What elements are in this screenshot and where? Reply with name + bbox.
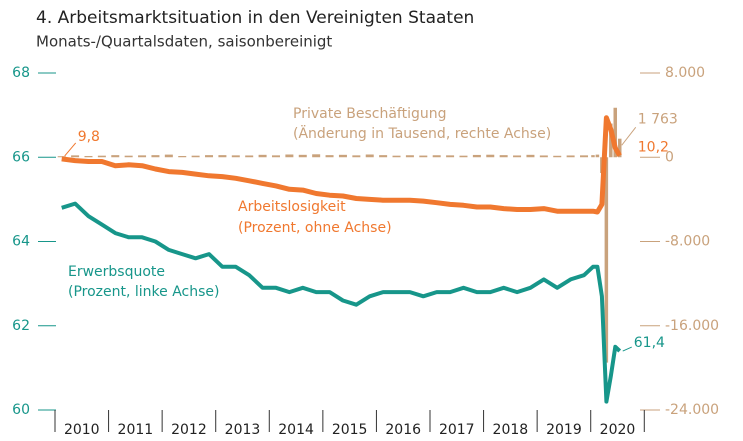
- leader: [621, 126, 637, 146]
- y2-tick-label: -8.000: [665, 234, 710, 250]
- leader: [622, 346, 632, 352]
- line: [61, 115, 622, 215]
- bar: [218, 155, 227, 158]
- bar: [97, 155, 106, 158]
- bar: [526, 154, 535, 158]
- x-tick-label: 2011: [118, 422, 154, 438]
- series-label: Erwerbsquote: [68, 264, 165, 280]
- bar: [338, 154, 347, 158]
- bar: [111, 155, 120, 158]
- bar: [151, 155, 160, 158]
- bar: [298, 154, 307, 158]
- bar: [595, 154, 600, 158]
- bar: [138, 155, 147, 158]
- bar: [191, 155, 200, 158]
- bar: [446, 155, 455, 158]
- x-tick-label: 2014: [278, 422, 314, 438]
- x-tick-label: 2013: [225, 422, 261, 438]
- bar: [352, 155, 361, 158]
- bar: [539, 155, 548, 158]
- data-label: 1 763: [638, 111, 678, 127]
- bar: [405, 155, 414, 158]
- bar: [580, 155, 589, 158]
- bar: [499, 155, 508, 158]
- bar: [164, 154, 173, 158]
- x-tick-label: 2016: [385, 422, 421, 438]
- bar: [365, 154, 374, 158]
- x-tick-label: 2017: [439, 422, 475, 438]
- bar: [379, 155, 388, 158]
- series-label: Arbeitslosigkeit: [238, 199, 346, 215]
- bar: [618, 138, 622, 158]
- series-note: (Änderung in Tausend, rechte Achse): [293, 124, 551, 142]
- series-note: (Prozent, ohne Achse): [238, 220, 392, 236]
- y2-tick-label: -16.000: [665, 318, 719, 334]
- x-tick-label: 2018: [493, 422, 529, 438]
- bar: [178, 155, 187, 158]
- chart-subtitle: Monats-/Quartalsdaten, saisonbereinigt: [36, 33, 332, 51]
- x-tick-label: 2010: [64, 422, 100, 438]
- bar: [271, 155, 280, 158]
- y-tick-label: 66: [12, 149, 30, 165]
- line: [61, 201, 622, 404]
- bar: [566, 155, 575, 158]
- leader: [64, 142, 77, 157]
- bar: [231, 155, 240, 158]
- y-tick-label: 60: [12, 402, 30, 418]
- bar: [486, 154, 495, 158]
- bar: [124, 155, 133, 158]
- bar: [325, 155, 334, 158]
- series-label: Private Beschäftigung: [293, 106, 447, 122]
- data-label: 9,8: [78, 129, 100, 145]
- bar: [591, 155, 595, 158]
- y2-tick-label: 8.000: [665, 65, 705, 81]
- bar: [245, 155, 254, 158]
- x-tick-label: 2019: [546, 422, 582, 438]
- y2-tick-label: -24.000: [665, 402, 719, 418]
- bar: [392, 155, 401, 158]
- x-tick-label: 2020: [600, 422, 636, 438]
- bar: [472, 154, 481, 158]
- bar: [613, 107, 617, 158]
- bar: [57, 156, 66, 158]
- bar: [205, 155, 214, 158]
- y-tick-label: 64: [12, 234, 30, 250]
- bar: [312, 154, 321, 158]
- x-tick-label: 2015: [332, 422, 368, 438]
- bar: [285, 154, 294, 158]
- bar: [432, 155, 441, 158]
- data-label: 10,2: [638, 140, 669, 156]
- chart-title: 4. Arbeitsmarktsituation in den Vereinig…: [36, 8, 474, 28]
- bar: [258, 154, 267, 158]
- bar: [84, 155, 93, 158]
- series-note: (Prozent, linke Achse): [68, 284, 220, 300]
- y-tick-label: 68: [12, 65, 30, 81]
- bar: [553, 155, 562, 158]
- bar: [71, 155, 80, 158]
- y-tick-label: 62: [12, 318, 30, 334]
- data-label: 61,4: [634, 335, 665, 351]
- y2-tick-label: 0: [665, 149, 674, 165]
- bar: [459, 155, 468, 158]
- bar: [513, 155, 522, 158]
- bar: [604, 157, 609, 363]
- bar: [609, 123, 613, 158]
- bar: [419, 155, 428, 158]
- x-tick-label: 2012: [171, 422, 207, 438]
